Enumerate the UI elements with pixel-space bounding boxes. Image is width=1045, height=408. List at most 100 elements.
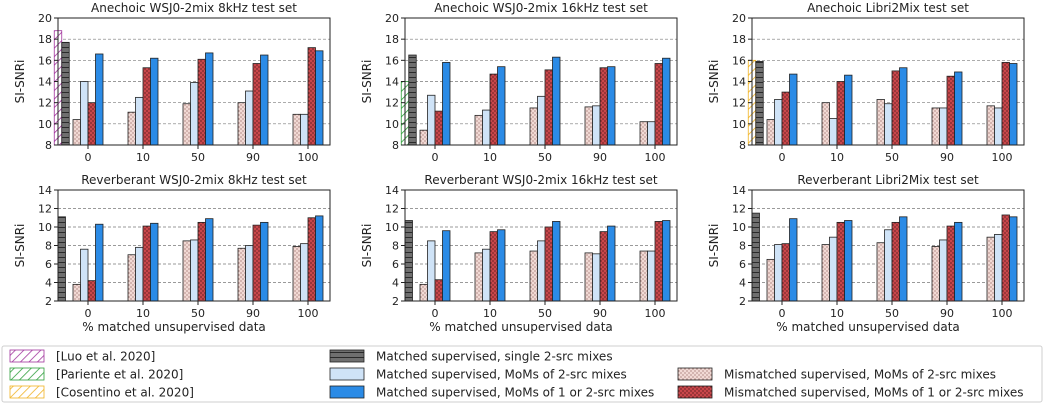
bar-mom12 [260,221,269,302]
bar-mis2 [72,119,81,146]
bar-mis2 [584,252,593,302]
y-tick-label: 12 [732,97,746,110]
bar-mom2 [592,253,601,302]
y-tick-label: 12 [38,203,52,216]
bar-mom12 [205,218,214,302]
bar-mis2 [127,111,136,146]
y-axis-label: SI-SNRi [360,224,374,268]
bar-mis12 [836,81,845,146]
bar-mom2 [482,248,491,302]
panel-3: 8 10 12 14 16 18 20 0 10 50 90 100 Anechoic Libri2Mi… [707,1,1025,164]
bar-mis2 [419,283,428,302]
y-tick-label: 18 [38,33,52,46]
bar-mis12 [544,69,553,146]
legend-label: Mismatched supervised, MoMs of 1 or 2-sr… [724,386,1024,400]
y-tick-label: 8 [739,240,746,253]
bar-mom12 [1009,216,1018,302]
bar-mom2 [190,82,199,146]
bar-mis12 [489,231,498,302]
bar-single [404,220,413,302]
x-axis-label: % matched unsupervised data [429,320,613,334]
x-tick-label: 100 [992,151,1013,164]
bar-mis12 [252,63,261,146]
y-tick-label: 16 [732,54,746,67]
bar-mis12 [489,73,498,146]
bar-mis12 [891,221,900,302]
bar-mom12 [789,218,798,302]
bar-mis12 [891,70,900,146]
bar-single [57,216,66,302]
bar-mom12 [662,57,671,146]
bar-mom12 [607,225,616,302]
panel-title: Anechoic Libri2Mix test set [807,1,969,15]
bar-mom12 [150,222,159,302]
bar-mom12 [315,215,324,302]
y-tick-label: 2 [739,295,746,308]
x-tick-label: 100 [645,307,666,320]
bar-mom12 [260,54,269,146]
bar-mom2 [939,239,948,302]
y-axis-label: SI-SNRi [360,60,374,104]
legend-swatch [329,349,365,363]
bar-mom12 [552,56,561,146]
x-tick-label: 50 [885,151,899,164]
y-tick-label: 12 [732,203,746,216]
bar-mom2 [829,118,838,146]
bar-mom12 [205,52,214,146]
bar-mis2 [182,240,191,302]
bar-mis2 [876,99,885,146]
bar-mis2 [986,105,995,146]
legend-label: Matched supervised, single 2-src mixes [376,350,613,364]
bar-mom12 [442,62,451,146]
bar-mom12 [844,220,853,302]
legend-item-pariente: [Pariente et al. 2020] [9,368,183,382]
legend-swatch [677,367,713,381]
x-tick-label: 10 [483,151,497,164]
bar-mom2 [994,233,1003,302]
bar-mis12 [197,221,206,302]
bar-mis2 [821,102,830,146]
bar-mis2 [419,129,428,146]
bar-mis12 [142,67,151,146]
y-tick-label: 4 [739,277,746,290]
y-tick-label: 4 [45,277,52,290]
x-tick-label: 0 [85,151,92,164]
bar-mis2 [876,242,885,302]
bar-mom12 [844,74,853,146]
bar-mis2 [292,113,301,146]
bar-mis12 [836,221,845,302]
y-axis-label: SI-SNRi [13,60,27,104]
x-tick-label: 0 [432,307,439,320]
bar-mom12 [954,221,963,302]
bar-mom2 [884,229,893,302]
bar-mis2 [127,254,136,302]
legend-label: Matched supervised, MoMs of 2-src mixes [376,368,627,382]
bar-mis2 [986,236,995,302]
x-tick-label: 90 [940,151,954,164]
legend-label: [Luo et al. 2020] [56,350,155,364]
x-tick-label: 50 [538,307,552,320]
panel-4: 2 4 6 8 10 12 14 0 10 50 90 100 Reverberant WSJ0-2mi… [13,173,331,334]
bar-mis12 [946,75,955,146]
y-tick-label: 8 [45,240,52,253]
bar-mis12 [654,221,663,302]
bar-mis12 [434,110,443,146]
panel-title: Reverberant WSJ0-2mix 8kHz test set [81,173,307,187]
y-tick-label: 14 [732,184,746,197]
bar-mis2 [584,106,593,146]
y-tick-label: 8 [392,240,399,253]
bar-mom12 [95,223,104,302]
x-tick-label: 100 [298,307,319,320]
y-tick-label: 10 [38,221,52,234]
y-tick-label: 8 [45,139,52,152]
x-axis-label: % matched unsupervised data [82,320,266,334]
bar-mom2 [300,243,309,302]
x-tick-label: 0 [779,151,786,164]
bar-mom2 [994,107,1003,146]
bar-mom2 [300,113,309,146]
y-tick-label: 4 [392,277,399,290]
y-tick-label: 20 [38,12,52,25]
bar-mom12 [899,216,908,302]
x-tick-label: 0 [779,307,786,320]
y-tick-label: 20 [385,12,399,25]
